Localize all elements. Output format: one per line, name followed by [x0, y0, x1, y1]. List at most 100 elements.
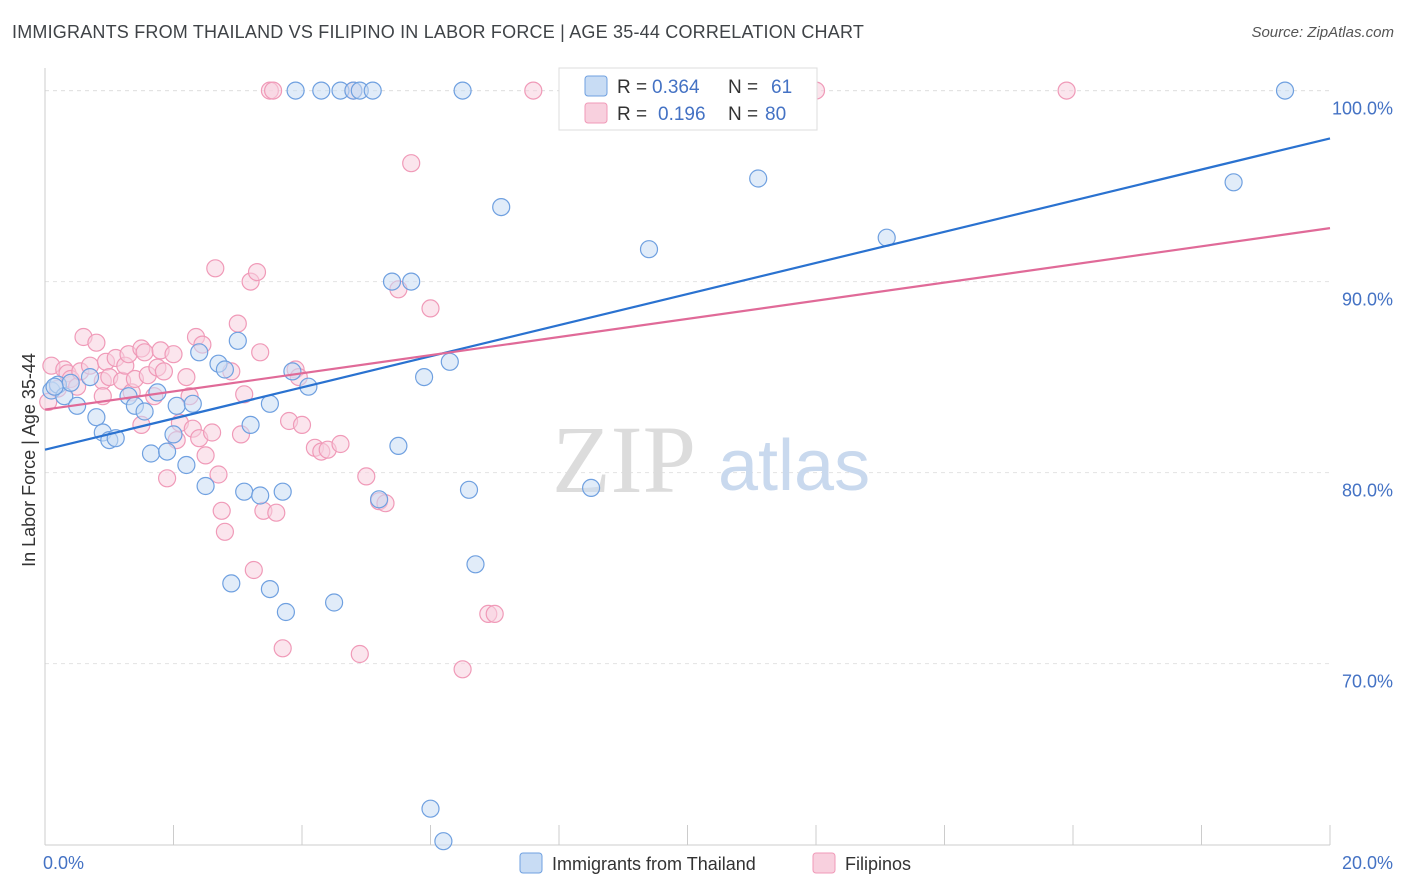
- filipino-point: [247, 263, 267, 282]
- thailand-point: [402, 272, 421, 291]
- bottom-legend-swatch-thailand: [519, 852, 543, 874]
- thailand-point: [639, 240, 659, 259]
- thailand-point: [251, 486, 270, 505]
- thailand-point: [135, 402, 154, 421]
- thailand-point: [222, 574, 241, 593]
- filipino-point: [244, 560, 263, 580]
- thailand-point: [1275, 81, 1295, 100]
- legend-swatch-thailand: [584, 75, 608, 97]
- filipino-point: [453, 660, 472, 679]
- legend-r-label-filipinos: R =: [617, 104, 647, 125]
- filipinos-points: [39, 81, 1076, 679]
- filipino-point: [264, 81, 283, 100]
- legend-r-value-thailand: 0.364: [652, 77, 700, 98]
- filipino-point: [212, 501, 231, 520]
- filipino-point: [196, 446, 215, 465]
- thailand-trend-line: [44, 137, 1331, 451]
- axes: [44, 68, 1331, 846]
- trend-lines: [44, 137, 1331, 451]
- thailand-point: [141, 444, 161, 463]
- filipino-point: [350, 644, 369, 664]
- bottom-legend-swatch-filipinos: [812, 852, 836, 874]
- thailand-point: [453, 81, 472, 100]
- series-legend: Immigrants from Thailand Filipinos: [519, 852, 911, 874]
- filipino-point: [485, 604, 504, 624]
- thailand-point: [273, 482, 292, 501]
- thailand-point: [276, 602, 295, 622]
- thailand-point: [312, 81, 331, 100]
- legend-n-label-thailand: N =: [728, 77, 758, 98]
- thailand-point: [87, 408, 106, 427]
- y-tick-label: 90.0%: [1342, 290, 1393, 310]
- filipino-point: [209, 465, 228, 484]
- filipino-point: [203, 423, 222, 442]
- thailand-point: [325, 593, 344, 612]
- thailand-point: [164, 425, 183, 444]
- legend-n-value-filipinos: 80: [765, 104, 786, 125]
- thailand-point: [466, 555, 485, 574]
- filipino-point: [215, 522, 234, 541]
- thailand-point: [415, 368, 434, 387]
- filipino-point: [421, 299, 440, 318]
- thailand-point: [749, 169, 768, 188]
- thailand-point: [421, 799, 440, 818]
- y-axis-title: In Labor Force | Age 35-44: [19, 353, 39, 567]
- filipino-point: [1057, 81, 1076, 100]
- filipino-point: [158, 469, 177, 488]
- y-tick-label: 80.0%: [1342, 481, 1393, 501]
- thailand-point: [1224, 173, 1243, 192]
- source-credit: Source: ZipAtlas.com: [1251, 24, 1394, 41]
- legend-n-value-thailand: 61: [771, 77, 792, 98]
- filipino-point: [228, 314, 247, 333]
- tick-labels: 70.0% 80.0% 90.0% 100.0% 0.0% 20.0%: [43, 99, 1393, 873]
- thailand-point: [283, 362, 302, 381]
- thailand-point: [196, 476, 215, 496]
- watermark: ZIP atlas: [552, 406, 870, 513]
- filipino-point: [154, 362, 173, 381]
- filipino-point: [402, 154, 421, 173]
- filipino-point: [524, 81, 543, 100]
- thailand-point: [260, 579, 279, 599]
- filipino-point: [135, 343, 154, 362]
- watermark-atlas: atlas: [718, 426, 870, 506]
- thailand-point: [492, 198, 511, 217]
- thailand-point: [45, 377, 64, 396]
- filipino-point: [357, 467, 376, 486]
- filipino-point: [331, 434, 350, 454]
- x-tick-label-max: 20.0%: [1342, 853, 1393, 873]
- thailand-point: [440, 352, 459, 371]
- thailand-points: [42, 81, 1295, 851]
- y-tick-label: 70.0%: [1342, 672, 1393, 692]
- filipino-point: [177, 368, 196, 387]
- thailand-point: [190, 343, 209, 362]
- thailand-point: [177, 455, 196, 475]
- thailand-point: [235, 482, 254, 501]
- thailand-point: [183, 394, 202, 413]
- thailand-point: [459, 480, 479, 499]
- filipino-point: [273, 639, 292, 658]
- legend-n-label-filipinos: N =: [728, 104, 758, 125]
- thailand-point: [370, 490, 389, 509]
- thailand-point: [241, 415, 260, 434]
- stats-legend: R = 0.364 N = 61 R = 0.196 N = 80: [558, 67, 818, 131]
- thailand-point: [158, 442, 177, 461]
- thailand-point: [434, 832, 453, 851]
- filipino-point: [235, 385, 254, 404]
- filipino-point: [292, 415, 312, 434]
- thailand-point: [167, 396, 186, 415]
- filipino-trend-line: [44, 227, 1331, 411]
- thailand-point: [389, 436, 408, 455]
- thailand-point: [215, 360, 234, 379]
- filipino-point: [251, 343, 270, 362]
- thailand-point: [581, 478, 601, 497]
- filipino-point: [267, 503, 286, 522]
- filipino-point: [206, 259, 225, 278]
- thailand-point: [363, 81, 382, 100]
- filipino-point: [87, 333, 106, 352]
- legend-swatch-filipinos: [584, 102, 608, 124]
- thailand-point: [80, 368, 100, 387]
- legend-r-value-filipinos: 0.196: [658, 104, 706, 125]
- thailand-point: [228, 331, 247, 350]
- thailand-point: [260, 394, 279, 413]
